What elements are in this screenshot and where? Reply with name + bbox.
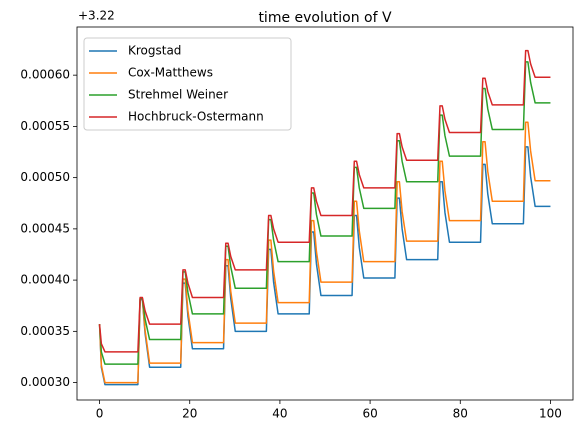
legend-label: Krogstad bbox=[128, 44, 181, 58]
x-tick-label: 100 bbox=[539, 407, 562, 421]
series-line bbox=[98, 49, 551, 353]
y-tick-label: 0.00055 bbox=[20, 119, 70, 133]
y-tick-label: 0.00045 bbox=[20, 221, 70, 235]
x-tick-label: 0 bbox=[96, 407, 104, 421]
x-tick-label: 20 bbox=[182, 407, 197, 421]
chart-title: time evolution of V bbox=[258, 10, 392, 26]
y-tick-label: 0.00050 bbox=[20, 170, 70, 184]
y-tick-label: 0.00035 bbox=[20, 324, 70, 338]
legend-box bbox=[83, 37, 292, 131]
y-tick-label: 0.00060 bbox=[20, 68, 70, 82]
x-tick-label: 80 bbox=[453, 407, 468, 421]
x-tick-label: 40 bbox=[272, 407, 287, 421]
offset-text: +3.22 bbox=[78, 9, 115, 23]
x-tick-label: 60 bbox=[362, 407, 377, 421]
y-tick-label: 0.00040 bbox=[20, 273, 70, 287]
y-tick-label: 0.00030 bbox=[20, 375, 70, 389]
legend-label: Strehmel Weiner bbox=[128, 88, 228, 102]
legend-label: Cox-Matthews bbox=[128, 66, 213, 80]
legend-label: Hochbruck-Ostermann bbox=[128, 110, 264, 124]
axes-frame bbox=[76, 26, 574, 401]
